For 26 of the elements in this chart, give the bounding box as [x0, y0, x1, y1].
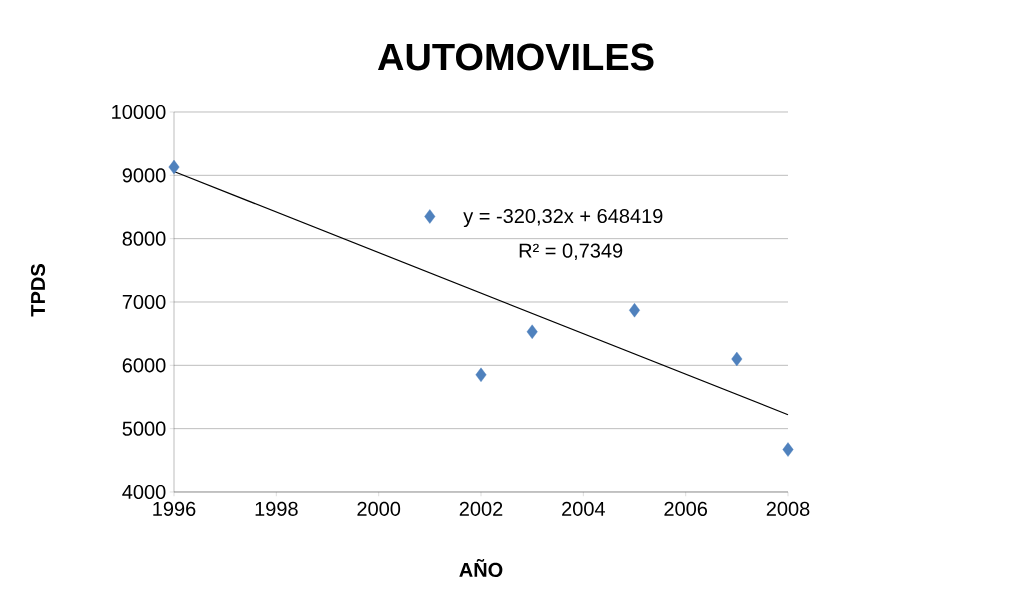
point: [475, 367, 487, 383]
point: [424, 209, 436, 224]
x-axis-title: AÑO: [459, 558, 503, 577]
point: [629, 303, 640, 318]
y-tick-label: 7000: [122, 294, 166, 310]
x-tick-label: 2008: [766, 501, 810, 516]
y-tick-label: 4000: [122, 484, 166, 500]
x-tick-label: 2002: [459, 501, 503, 516]
point: [782, 442, 794, 457]
y-tick-label: 5000: [122, 421, 166, 436]
y-axis-title: TPDS: [30, 264, 46, 317]
y-tick-label: 8000: [122, 231, 166, 246]
annotation: y = -320,32x + 648419: [463, 208, 663, 228]
y-tick-label: 6000: [122, 358, 166, 373]
x-tick-label: 1998: [255, 501, 298, 516]
x-tick-label: 1996: [153, 501, 196, 516]
annotation: R² = 0,7349: [519, 243, 623, 261]
x-tick-label: 2000: [357, 501, 401, 516]
chart-title: AUTOMOVILES: [377, 43, 654, 71]
point: [168, 159, 180, 175]
point: [731, 351, 743, 367]
x-tick-label: 2006: [664, 501, 708, 516]
point: [526, 324, 538, 339]
x-tick-label: 2004: [562, 501, 605, 516]
y-tick-label: 9000: [122, 168, 166, 183]
y-tick-label: 10000: [112, 104, 166, 120]
